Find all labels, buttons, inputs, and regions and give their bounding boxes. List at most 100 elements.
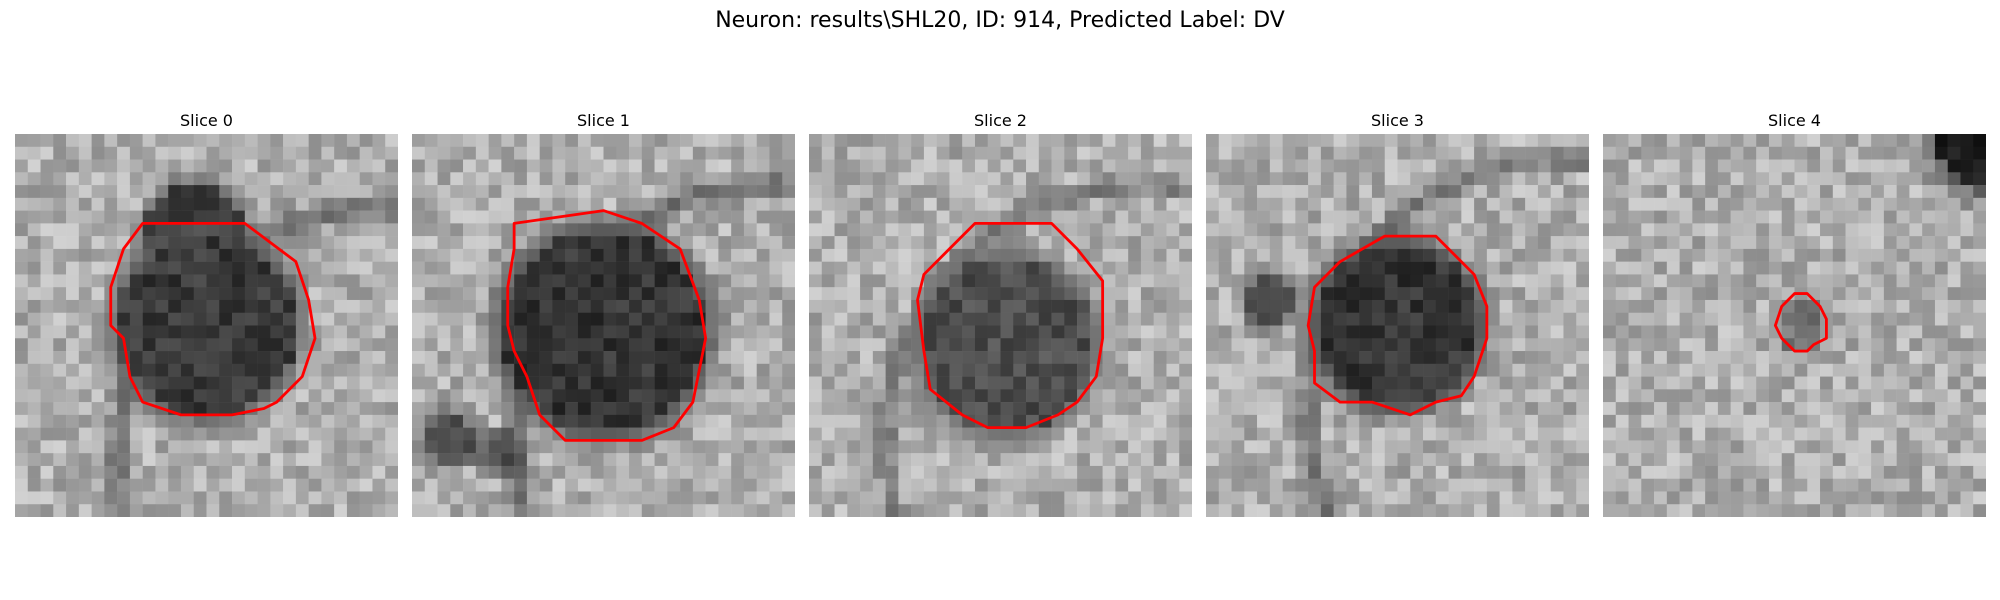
image-pixel	[680, 440, 694, 454]
image-pixel	[1026, 465, 1040, 479]
image-pixel	[27, 223, 41, 237]
image-pixel	[1628, 223, 1642, 237]
image-pixel	[27, 172, 41, 186]
image-pixel	[885, 248, 899, 262]
image-pixel	[1641, 376, 1655, 390]
image-pixel	[885, 159, 899, 173]
image-pixel	[1295, 312, 1309, 326]
image-pixel	[1320, 414, 1334, 428]
image-pixel	[539, 197, 553, 211]
segmentation-contour-1	[506, 209, 708, 442]
image-pixel	[1384, 376, 1398, 390]
image-pixel	[743, 402, 757, 416]
image-pixel	[1295, 414, 1309, 428]
image-pixel	[1947, 427, 1961, 441]
image-pixel	[1615, 287, 1629, 301]
image-pixel	[616, 197, 630, 211]
image-pixel	[1231, 197, 1245, 211]
image-pixel	[782, 287, 795, 301]
image-pixel	[270, 402, 284, 416]
image-pixel	[1486, 504, 1500, 517]
image-pixel	[1603, 478, 1617, 492]
image-pixel	[860, 504, 874, 517]
image-pixel	[1909, 389, 1923, 403]
image-pixel	[1257, 299, 1271, 313]
image-pixel	[743, 504, 757, 517]
image-pixel	[1576, 223, 1589, 237]
image-pixel	[1179, 453, 1192, 467]
image-pixel	[15, 389, 29, 403]
image-pixel	[1743, 134, 1757, 148]
image-pixel	[718, 440, 732, 454]
image-pixel	[1371, 440, 1385, 454]
image-pixel	[142, 197, 156, 211]
image-pixel	[346, 146, 360, 160]
image-pixel	[962, 134, 976, 148]
image-pixel	[1410, 197, 1424, 211]
image-pixel	[1768, 172, 1782, 186]
slice-panel-4: Slice 4	[1603, 108, 1986, 517]
image-pixel	[1346, 440, 1360, 454]
image-pixel	[104, 504, 118, 517]
image-pixel	[526, 248, 540, 262]
image-pixel	[577, 185, 591, 199]
image-pixel	[53, 185, 67, 199]
image-pixel	[1013, 363, 1027, 377]
image-pixel	[257, 248, 271, 262]
image-pixel	[1064, 478, 1078, 492]
image-pixel	[743, 274, 757, 288]
image-pixel	[78, 287, 92, 301]
image-pixel	[821, 248, 835, 262]
image-pixel	[450, 248, 464, 262]
image-pixel	[219, 478, 233, 492]
image-pixel	[1654, 363, 1668, 377]
image-pixel	[1218, 427, 1232, 441]
image-pixel	[1384, 248, 1398, 262]
image-pixel	[1244, 338, 1258, 352]
image-pixel	[1768, 376, 1782, 390]
image-pixel	[129, 236, 143, 250]
image-pixel	[1576, 287, 1589, 301]
image-pixel	[1871, 312, 1885, 326]
image-pixel	[1654, 134, 1668, 148]
image-pixel	[91, 363, 105, 377]
image-pixel	[1231, 465, 1245, 479]
image-pixel	[1743, 504, 1757, 517]
image-pixel	[1333, 146, 1347, 160]
image-pixel	[1512, 287, 1526, 301]
image-pixel	[346, 338, 360, 352]
image-pixel	[936, 223, 950, 237]
image-pixel	[1282, 491, 1296, 505]
image-pixel	[1102, 440, 1116, 454]
image-pixel	[53, 134, 67, 148]
image-pixel	[1679, 491, 1693, 505]
image-pixel	[180, 440, 194, 454]
image-pixel	[1845, 325, 1859, 339]
image-pixel	[283, 210, 297, 224]
image-pixel	[1973, 223, 1986, 237]
image-pixel	[66, 376, 80, 390]
image-pixel	[1051, 376, 1065, 390]
image-pixel	[1051, 389, 1065, 403]
image-pixel	[539, 427, 553, 441]
image-pixel	[718, 146, 732, 160]
image-pixel	[629, 274, 643, 288]
image-pixel	[1486, 363, 1500, 377]
image-pixel	[155, 376, 169, 390]
image-pixel	[168, 325, 182, 339]
image-pixel	[1679, 402, 1693, 416]
image-pixel	[1128, 453, 1142, 467]
image-pixel	[1807, 427, 1821, 441]
image-pixel	[1960, 134, 1974, 148]
image-pixel	[488, 465, 502, 479]
image-pixel	[1563, 453, 1577, 467]
image-pixel	[142, 440, 156, 454]
image-pixel	[834, 402, 848, 416]
image-pixel	[1474, 453, 1488, 467]
image-pixel	[257, 338, 271, 352]
image-pixel	[860, 427, 874, 441]
image-pixel	[1615, 299, 1629, 313]
image-pixel	[463, 465, 477, 479]
image-pixel	[104, 197, 118, 211]
image-pixel	[1666, 274, 1680, 288]
